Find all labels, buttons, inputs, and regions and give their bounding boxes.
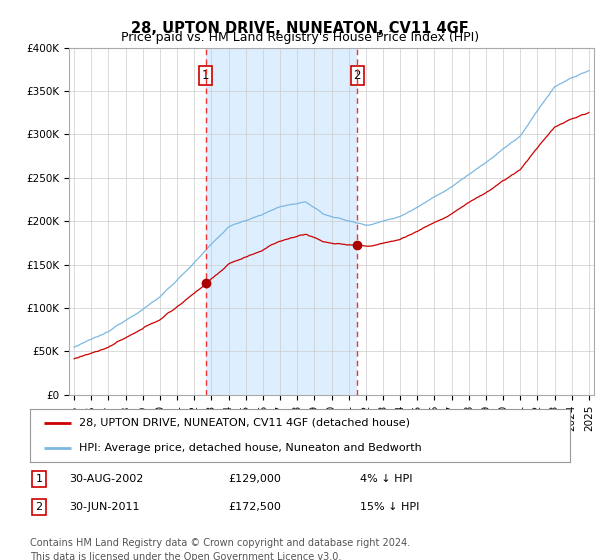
Text: 30-JUN-2011: 30-JUN-2011	[69, 502, 139, 512]
Text: 1: 1	[35, 474, 43, 484]
Text: 28, UPTON DRIVE, NUNEATON, CV11 4GF (detached house): 28, UPTON DRIVE, NUNEATON, CV11 4GF (det…	[79, 418, 410, 428]
Text: 15% ↓ HPI: 15% ↓ HPI	[360, 502, 419, 512]
Text: 30-AUG-2002: 30-AUG-2002	[69, 474, 143, 484]
Text: £129,000: £129,000	[228, 474, 281, 484]
Text: £172,500: £172,500	[228, 502, 281, 512]
Text: 4% ↓ HPI: 4% ↓ HPI	[360, 474, 413, 484]
Text: 2: 2	[35, 502, 43, 512]
Text: Price paid vs. HM Land Registry's House Price Index (HPI): Price paid vs. HM Land Registry's House …	[121, 31, 479, 44]
Text: 28, UPTON DRIVE, NUNEATON, CV11 4GF: 28, UPTON DRIVE, NUNEATON, CV11 4GF	[131, 21, 469, 36]
Text: Contains HM Land Registry data © Crown copyright and database right 2024.
This d: Contains HM Land Registry data © Crown c…	[30, 538, 410, 560]
Text: 1: 1	[202, 69, 209, 82]
Text: 2: 2	[353, 69, 361, 82]
Text: HPI: Average price, detached house, Nuneaton and Bedworth: HPI: Average price, detached house, Nune…	[79, 443, 421, 453]
Bar	[206, 48, 357, 395]
